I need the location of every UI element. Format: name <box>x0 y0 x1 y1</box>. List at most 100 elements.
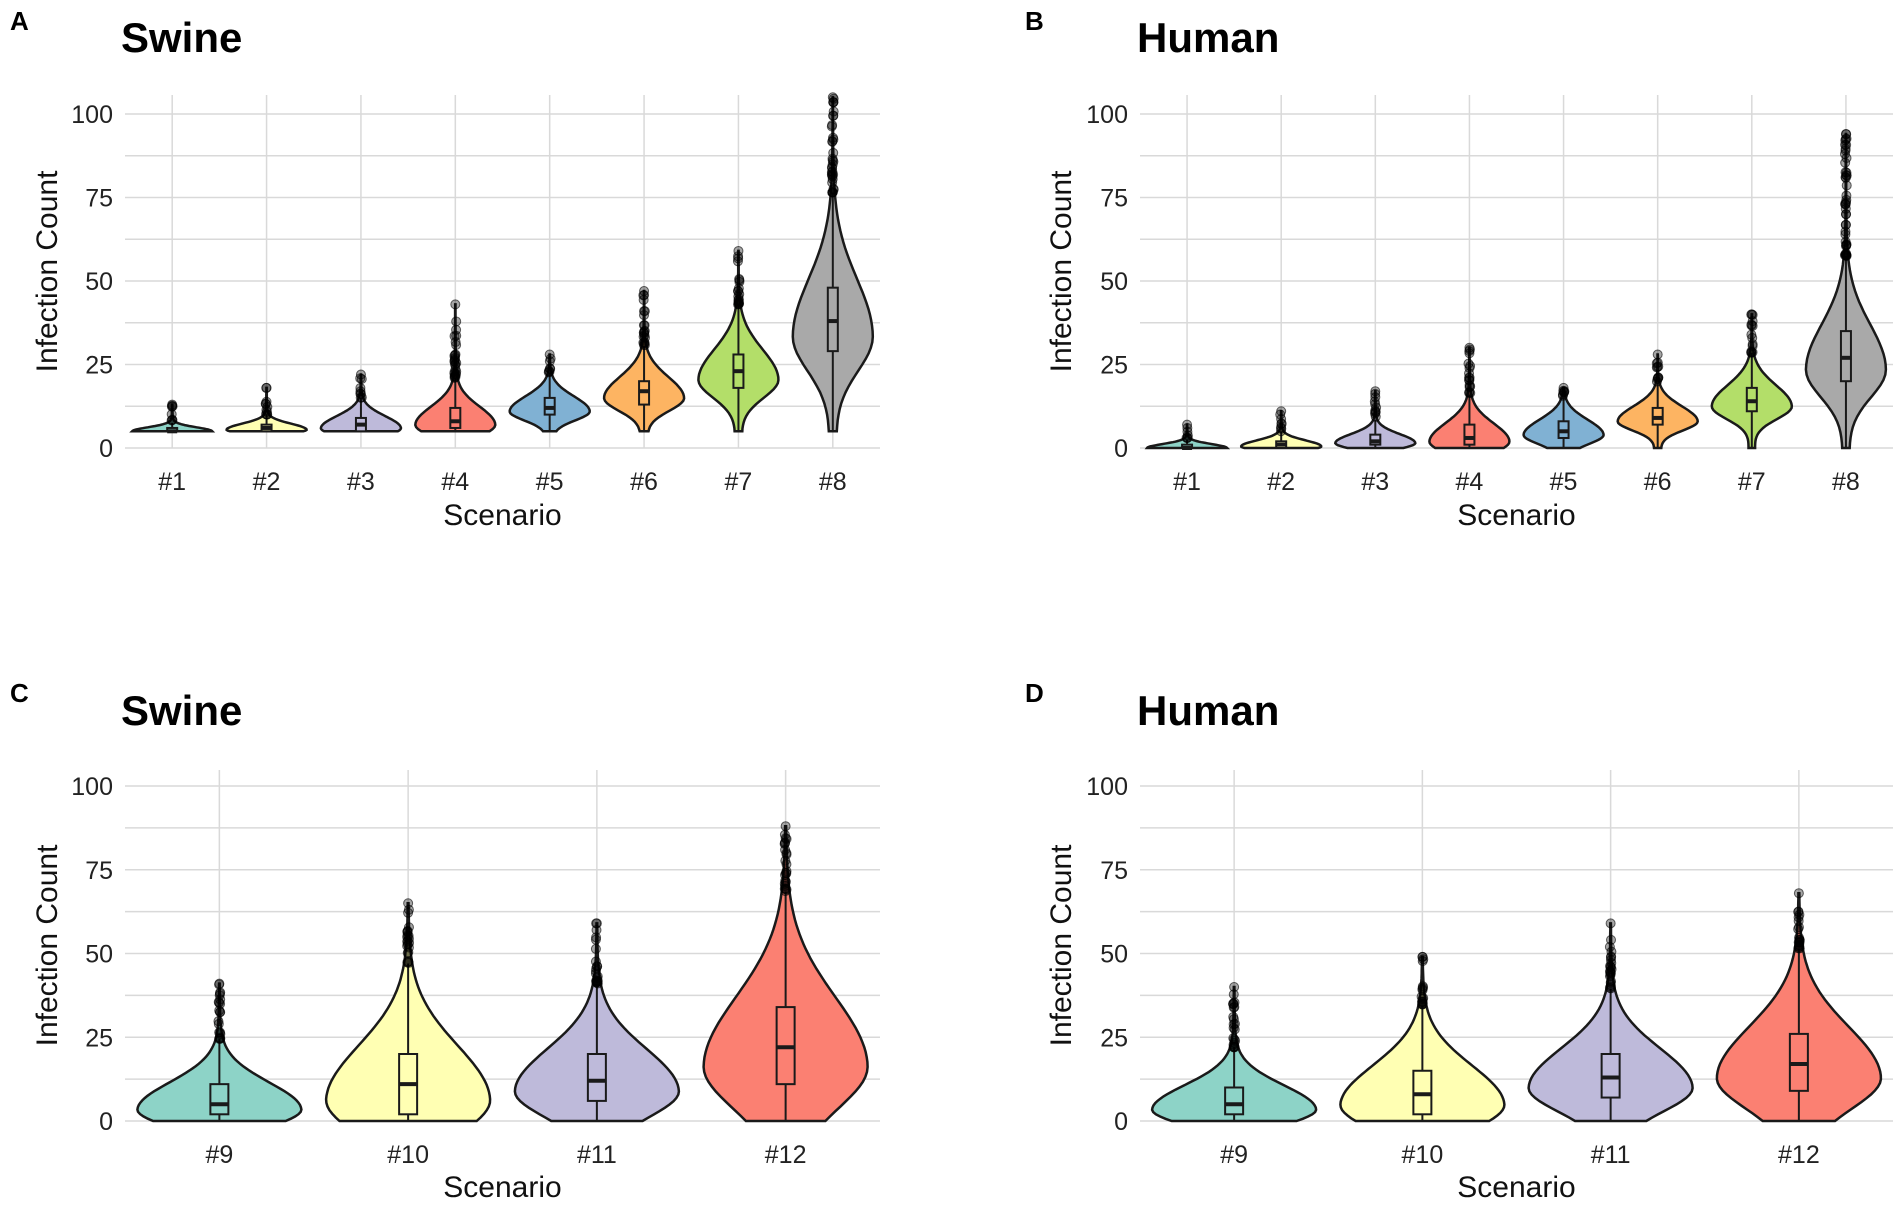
outlier-point <box>779 838 790 849</box>
outlier-point <box>638 306 649 317</box>
violin-scenario-8 <box>791 92 875 433</box>
max-outlier-point <box>1558 382 1569 393</box>
x-tick-label: #9 <box>205 1141 233 1169</box>
outlier-point <box>260 399 271 410</box>
y-axis-label: Infection Count <box>1045 170 1078 372</box>
panel-a: A Swine 0 25 50 75 100 Infection Count Scenario #… <box>10 6 880 532</box>
x-axis-label: Scenario <box>443 1171 561 1204</box>
outlier-point <box>780 869 791 880</box>
x-tick-label: #10 <box>1402 1141 1444 1169</box>
outlier-point <box>1370 399 1381 410</box>
box <box>209 1083 230 1116</box>
max-outlier-point <box>1605 918 1616 929</box>
outlier-point <box>1228 989 1239 1000</box>
violin-scenario-7 <box>697 245 780 433</box>
y-tick-label: 100 <box>1086 101 1128 129</box>
x-axis-label: Scenario <box>1457 499 1575 532</box>
violin-scenario-9 <box>1150 982 1318 1123</box>
max-outlier-point <box>591 918 602 929</box>
outlier-point <box>1840 203 1851 214</box>
outlier-point <box>827 136 838 147</box>
outlier-point <box>734 275 745 286</box>
outlier-point <box>590 956 601 967</box>
y-tick-label: 0 <box>99 1108 113 1136</box>
max-outlier-point <box>1652 349 1663 360</box>
x-tick-label: #1 <box>158 468 186 496</box>
x-tick-label: #12 <box>765 1141 807 1169</box>
violin-scenario-6 <box>602 286 686 433</box>
outlier-point <box>1841 250 1852 261</box>
x-tick-label: #5 <box>536 468 564 496</box>
box <box>1463 423 1476 446</box>
violin-scenario-3 <box>1333 386 1417 450</box>
y-tick-label: 75 <box>1100 857 1128 885</box>
outlier-point <box>451 330 462 341</box>
panel-b: B Human 0 25 50 75 100 Infection Count Scenario #… <box>1025 6 1893 532</box>
violin-scenario-3 <box>319 369 403 433</box>
violin-scenario-2 <box>225 382 309 433</box>
outlier-point <box>213 1018 224 1029</box>
panel-letter: C <box>10 678 29 708</box>
outlier-point <box>826 169 837 180</box>
x-tick-label: #3 <box>347 468 375 496</box>
outlier-point <box>828 183 839 194</box>
outlier-point <box>1605 977 1616 988</box>
panel-title: Human <box>1137 687 1279 734</box>
outlier-point <box>402 930 413 941</box>
violin-body <box>1333 389 1417 450</box>
outlier-point <box>827 120 838 131</box>
y-axis-label: Infection Count <box>31 170 64 372</box>
outlier-point <box>1840 219 1851 230</box>
outlier-point <box>1605 952 1616 963</box>
outlier-point <box>1464 345 1475 356</box>
outlier-point <box>781 868 792 879</box>
x-tick-label: #2 <box>253 468 281 496</box>
violin-scenario-1 <box>129 399 216 434</box>
y-axis-label: Infection Count <box>1045 844 1078 1046</box>
outlier-point <box>355 373 366 384</box>
outlier-point <box>214 997 225 1008</box>
outlier-point <box>355 382 366 393</box>
panel-c: C Swine 0 25 50 75 100 Infection Count Scenario #… <box>10 678 880 1204</box>
outlier-point <box>1794 936 1805 947</box>
x-tick-label: #10 <box>387 1141 429 1169</box>
box <box>1224 1086 1245 1116</box>
outlier-point <box>1747 340 1758 351</box>
outlier-point <box>638 340 649 351</box>
max-outlier-point <box>544 349 555 360</box>
y-tick-label: 0 <box>1114 1108 1128 1136</box>
y-tick-label: 25 <box>85 352 113 380</box>
violin-scenario-1 <box>1144 419 1231 450</box>
x-tick-label: #1 <box>1173 468 1201 496</box>
outlier-point <box>1228 1002 1239 1013</box>
max-outlier-point <box>355 369 366 380</box>
violin-scenario-6 <box>1616 349 1699 450</box>
x-tick-label: #12 <box>1778 1141 1820 1169</box>
y-tick-label: 25 <box>1100 1024 1128 1052</box>
outlier-point <box>733 294 744 305</box>
y-tick-label: 50 <box>85 941 113 969</box>
outlier-point <box>828 110 839 121</box>
outlier-point <box>1417 981 1428 992</box>
max-outlier-point <box>1417 951 1428 962</box>
outlier-point <box>1229 1034 1240 1045</box>
outlier-point <box>1228 1014 1239 1025</box>
outlier-point <box>780 884 791 895</box>
max-outlier-point <box>1182 419 1193 430</box>
outlier-point <box>1276 414 1287 425</box>
max-outlier-point <box>167 399 178 410</box>
y-tick-label: 25 <box>85 1024 113 1052</box>
violin-scenario-2 <box>1239 406 1323 450</box>
outlier-point <box>1793 915 1804 926</box>
outlier-point <box>1841 180 1852 191</box>
box <box>586 1053 607 1102</box>
violin-scenario-10 <box>324 898 492 1123</box>
outlier-point <box>827 159 838 170</box>
y-tick-label: 0 <box>1114 435 1128 463</box>
x-tick-label: #11 <box>1591 1141 1631 1169</box>
max-outlier-point <box>1840 129 1851 140</box>
outlier-point <box>1182 422 1193 433</box>
outlier-point <box>1840 229 1851 240</box>
max-outlier-point <box>1370 386 1381 397</box>
outlier-point <box>1746 329 1757 340</box>
